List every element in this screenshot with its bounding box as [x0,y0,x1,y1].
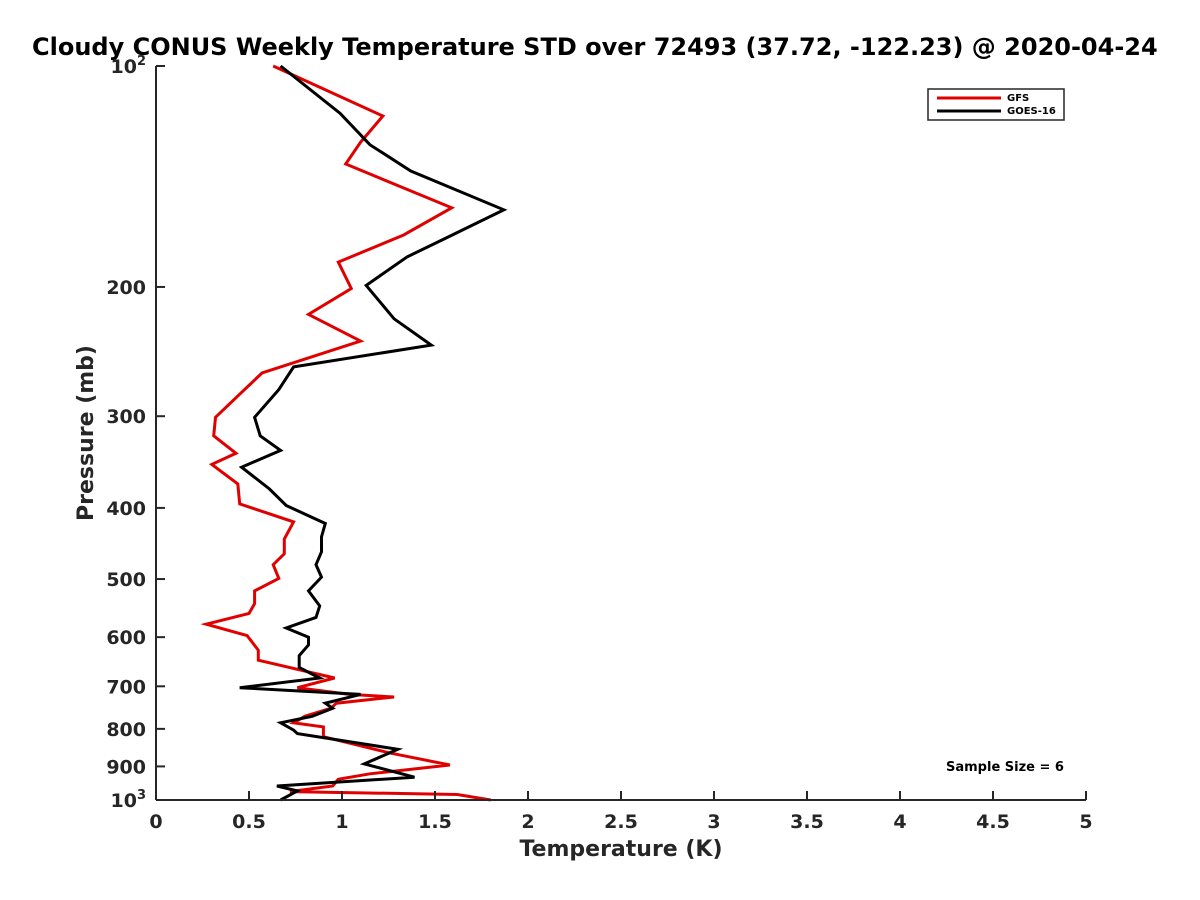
x-tick-label: 4.5 [976,811,1010,833]
x-tick-label: 4 [893,811,906,833]
x-tick-label: 1.5 [418,811,452,833]
series-line-goes-16 [238,64,508,802]
y-tick-label: 500 [106,569,146,591]
legend: GFS GOES-16 [927,88,1065,121]
plot-lines-group [200,64,508,802]
y-axis-label: Pressure (mb) [74,345,99,521]
y-tick-label: 600 [106,627,146,649]
sample-size-annotation: Sample Size = 6 [946,760,1064,775]
legend-label-goes16: GOES-16 [1007,106,1056,117]
y-tick-label: 200 [106,277,146,299]
y-tick-label: 103 [111,788,147,812]
legend-box [927,88,1065,121]
y-ticks-group: 102 200 300 400 500 600 700 800 900 103 [106,54,165,812]
legend-label-gfs: GFS [1007,93,1029,104]
y-tick-label: 300 [106,406,146,428]
y-tick-label: 400 [106,498,146,520]
x-tick-label: 5 [1079,811,1092,833]
x-ticks-group: 0 0.5 1 1.5 2 2.5 3 3.5 4 4.5 5 [149,791,1093,833]
x-axis-label: Temperature (K) [519,837,722,862]
x-tick-label: 3 [707,811,720,833]
y-tick-label: 800 [106,719,146,741]
x-tick-label: 1 [335,811,348,833]
x-tick-label: 0.5 [232,811,266,833]
x-tick-label: 3.5 [790,811,824,833]
x-tick-label: 2.5 [604,811,638,833]
y-tick-label: 102 [111,54,147,78]
y-tick-label: 900 [106,756,146,778]
x-tick-label: 0 [149,811,162,833]
chart-title: Cloudy CONUS Weekly Temperature STD over… [32,33,1158,61]
y-tick-label: 700 [106,676,146,698]
x-tick-label: 2 [521,811,534,833]
